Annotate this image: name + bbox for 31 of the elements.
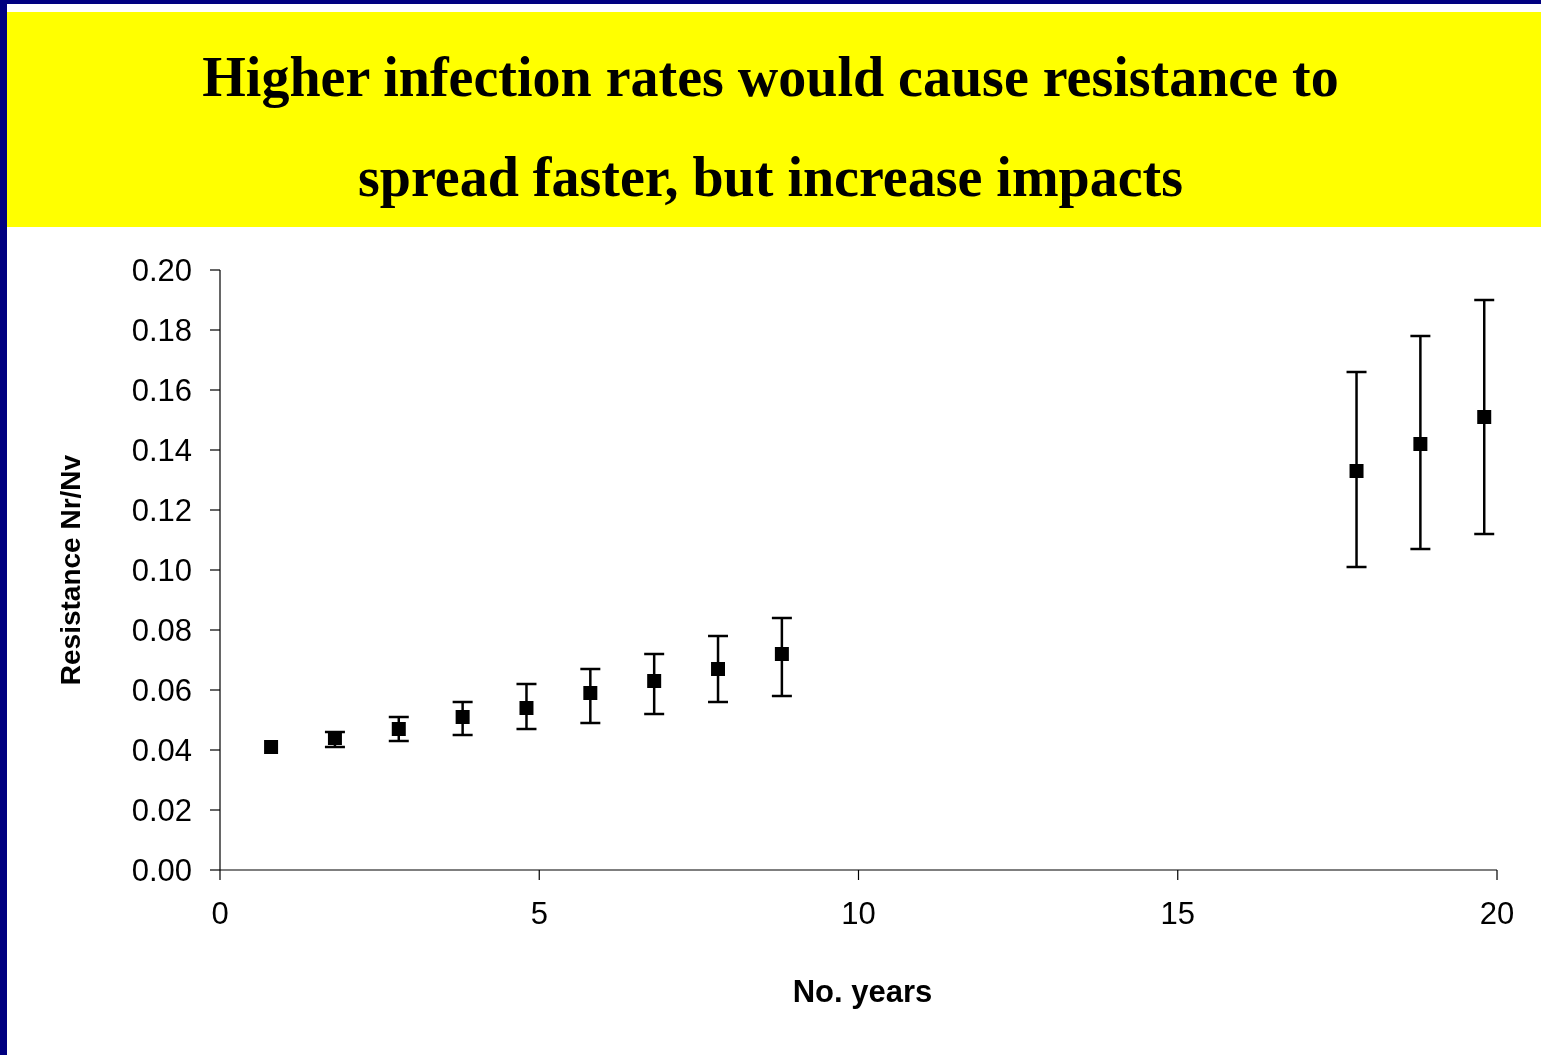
y-tick-label: 0.08 [131,612,192,648]
x-tick-label: 10 [841,896,876,931]
point [647,674,662,688]
point [1349,464,1364,478]
y-tick-label: 0.12 [131,492,192,528]
y-tick-label: 0.00 [131,852,192,888]
x-tick-label: 5 [530,896,548,931]
y-tick-label: 0.14 [131,432,192,468]
y-tick-label: 0.04 [131,732,192,768]
y-tick-label: 0.18 [131,312,192,348]
point [711,662,726,676]
y-tick-label: 0.10 [131,552,192,588]
y-tick-label: 0.06 [131,672,192,708]
x-tick-label: 20 [1479,896,1515,931]
point [455,710,470,724]
point [1477,410,1492,424]
y-tick-label: 0.16 [131,372,192,408]
point [774,647,789,661]
point [519,701,534,715]
chart-title: Higher infection rates would cause resistance to spread faster, but increase impacts [202,46,1339,208]
point [391,722,406,736]
x-axis-title: No. years [792,974,933,1009]
point [1413,437,1428,451]
point [264,740,279,754]
x-tick-label: 0 [211,896,229,931]
x-tick-label: 15 [1160,896,1195,931]
point [583,686,598,700]
y-axis-title: Resistance Nr/Nv [55,454,86,686]
y-tick-label: 0.02 [131,792,192,828]
point [327,731,342,745]
y-tick-label: 0.20 [131,252,192,288]
